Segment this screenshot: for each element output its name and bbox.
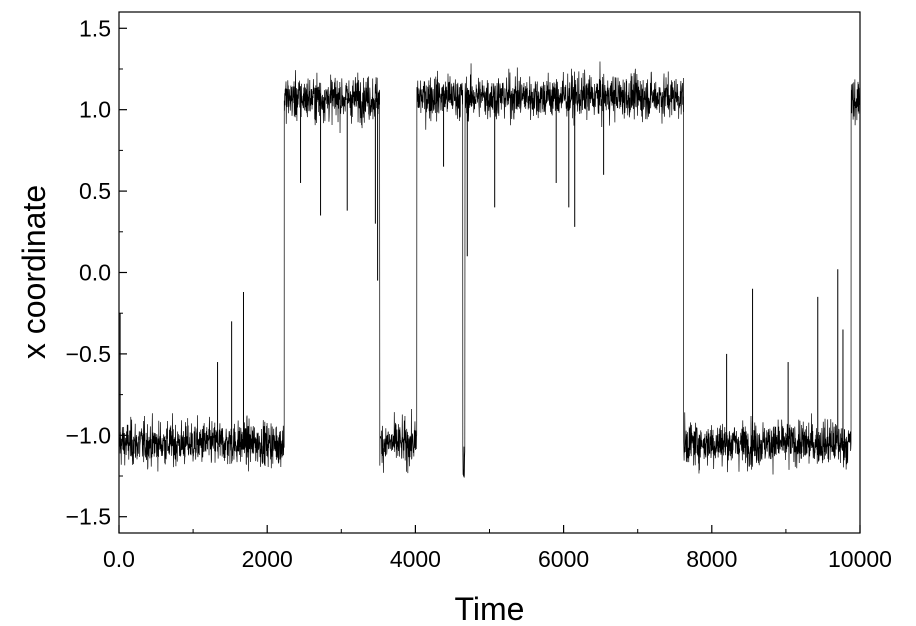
series-layer: [118, 61, 861, 478]
y-tick-label: 0.5: [79, 178, 111, 204]
x-tick-label: 0.0: [103, 546, 135, 572]
x-tick-label: 2000: [242, 546, 293, 572]
y-axis: −1.5 −1.0 −0.5 0.0 0.5 1.0 1.5: [66, 15, 127, 530]
x-tick-label: 6000: [538, 546, 589, 572]
y-tick-label: −0.5: [66, 341, 111, 367]
series-line: [118, 61, 861, 478]
x-tick-label: 10000: [828, 546, 892, 572]
y-tick-label: 1.5: [79, 15, 111, 41]
x-axis: 0.0 2000 4000 6000 8000 10000: [103, 525, 892, 572]
y-axis-title: x coordinate: [16, 185, 52, 359]
y-tick-label: −1.5: [66, 504, 111, 530]
y-tick-label: −1.0: [66, 422, 111, 448]
x-axis-title: Time: [455, 591, 525, 626]
y-tick-label: 0.0: [79, 260, 111, 286]
x-tick-label: 4000: [390, 546, 441, 572]
x-tick-label: 8000: [686, 546, 737, 572]
y-tick-label: 1.0: [79, 97, 111, 123]
